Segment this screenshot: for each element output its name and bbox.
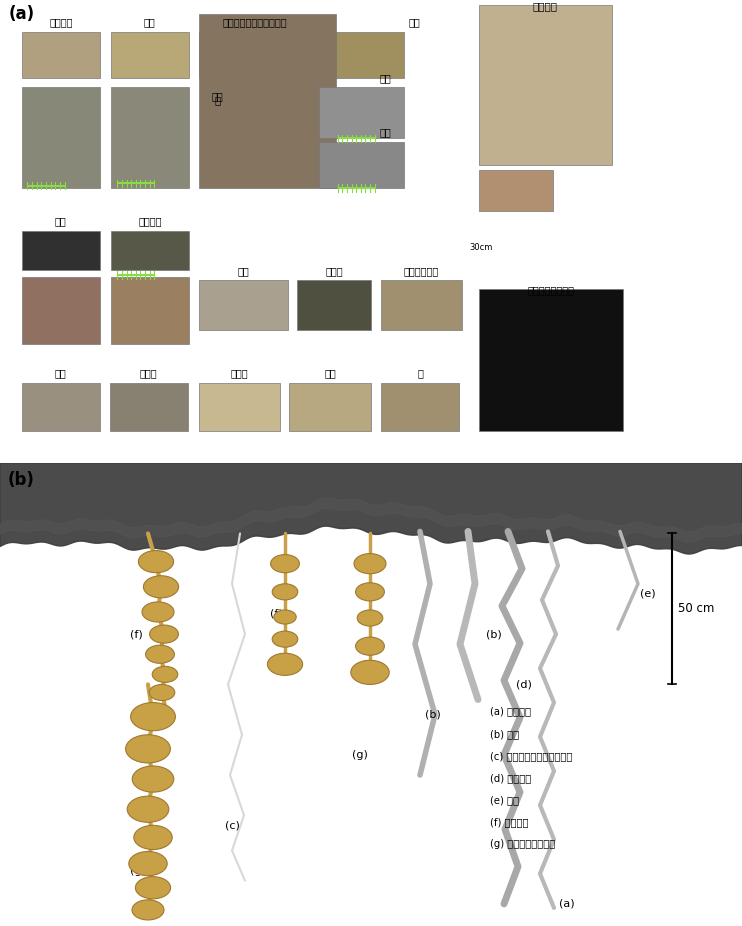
- Ellipse shape: [351, 660, 390, 684]
- Text: (e) 철게: (e) 철게: [490, 795, 519, 805]
- Bar: [199, 382, 280, 431]
- Text: 개맛: 개맛: [237, 266, 249, 276]
- Ellipse shape: [274, 610, 296, 624]
- Ellipse shape: [267, 653, 303, 675]
- Bar: [111, 87, 189, 188]
- Text: (b): (b): [425, 709, 441, 720]
- Text: 두토막눈써브참갓지렁이: 두토막눈써브참갓지렁이: [222, 18, 287, 28]
- Text: 갑게: 갑게: [408, 18, 420, 28]
- Ellipse shape: [143, 576, 179, 598]
- Ellipse shape: [357, 610, 383, 626]
- Ellipse shape: [354, 554, 386, 574]
- Ellipse shape: [134, 825, 172, 849]
- Ellipse shape: [125, 734, 171, 763]
- Ellipse shape: [135, 877, 171, 899]
- Text: 수크: 수크: [211, 91, 223, 101]
- Text: 간게: 간게: [379, 128, 391, 137]
- Text: (b) 농게: (b) 농게: [490, 729, 519, 739]
- Bar: [479, 169, 553, 211]
- Ellipse shape: [132, 900, 164, 920]
- Text: 가무락: 가무락: [325, 266, 343, 276]
- Bar: [319, 87, 404, 137]
- Text: 방게: 방게: [144, 18, 156, 28]
- Bar: [22, 87, 100, 188]
- Bar: [479, 5, 612, 165]
- Bar: [111, 32, 189, 78]
- Text: (a): (a): [9, 5, 35, 22]
- Text: (g) 흔이빨참갓지렁이: (g) 흔이빨참갓지렁이: [490, 840, 555, 849]
- Ellipse shape: [355, 582, 384, 601]
- Text: (g): (g): [130, 866, 146, 876]
- Bar: [319, 142, 404, 188]
- Bar: [289, 382, 371, 431]
- Text: (a): (a): [559, 899, 574, 908]
- Ellipse shape: [152, 667, 178, 682]
- Text: (f) 흔발농게: (f) 흔발농게: [490, 818, 528, 827]
- Ellipse shape: [150, 625, 178, 644]
- Text: 30cm: 30cm: [469, 243, 493, 252]
- Bar: [199, 32, 310, 78]
- Ellipse shape: [139, 551, 174, 572]
- Text: (b): (b): [8, 471, 35, 489]
- Text: (f): (f): [130, 629, 142, 639]
- Text: 맛: 맛: [417, 369, 423, 378]
- Text: (f): (f): [270, 609, 283, 619]
- Bar: [199, 14, 336, 188]
- Bar: [111, 277, 189, 344]
- Ellipse shape: [272, 632, 298, 647]
- Ellipse shape: [272, 583, 298, 600]
- Text: 농게: 농게: [55, 217, 67, 227]
- Bar: [22, 232, 100, 270]
- Text: 철게: 철게: [379, 73, 391, 83]
- Text: 깊게: 깊게: [55, 369, 67, 378]
- Ellipse shape: [142, 602, 174, 622]
- Text: 쑥: 쑥: [214, 95, 220, 105]
- Ellipse shape: [271, 555, 300, 572]
- Text: 가재붙이: 가재붙이: [533, 1, 558, 11]
- Ellipse shape: [127, 796, 168, 822]
- Bar: [22, 277, 100, 344]
- Text: (c) 두토막눈써브참갓지렁이: (c) 두토막눈써브참갓지렁이: [490, 751, 572, 761]
- Ellipse shape: [145, 645, 174, 663]
- Ellipse shape: [129, 852, 167, 876]
- Text: 폈털콩게: 폈털콩게: [138, 217, 162, 227]
- Ellipse shape: [149, 684, 175, 701]
- Bar: [479, 289, 623, 431]
- Text: 흰이빨참갯지렁이: 흰이빨참갯지렁이: [528, 285, 574, 295]
- Bar: [319, 32, 404, 78]
- Text: 사각게: 사각게: [139, 369, 157, 378]
- Text: 동죽: 동죽: [324, 369, 336, 378]
- Text: (a) 가재외이: (a) 가재외이: [490, 707, 531, 717]
- Text: (c): (c): [225, 820, 240, 831]
- Text: (g): (g): [352, 750, 368, 760]
- Bar: [381, 382, 459, 431]
- Text: (d): (d): [516, 680, 532, 690]
- Ellipse shape: [132, 766, 174, 792]
- Bar: [381, 280, 462, 330]
- Text: (b): (b): [486, 629, 502, 639]
- Bar: [22, 32, 100, 78]
- Bar: [297, 280, 371, 330]
- Bar: [199, 280, 288, 330]
- Text: 갈색새알조개: 갈색새알조개: [404, 266, 439, 276]
- Bar: [111, 232, 189, 270]
- Text: 50 cm: 50 cm: [678, 603, 715, 616]
- Bar: [110, 382, 188, 431]
- Text: 세스랑게: 세스랑게: [49, 18, 73, 28]
- Ellipse shape: [131, 703, 175, 731]
- Text: (d) 세스랑게: (d) 세스랑게: [490, 773, 531, 783]
- Text: 비지락: 비지락: [231, 369, 249, 378]
- Bar: [22, 382, 100, 431]
- Text: (e): (e): [640, 589, 656, 599]
- Ellipse shape: [355, 637, 384, 656]
